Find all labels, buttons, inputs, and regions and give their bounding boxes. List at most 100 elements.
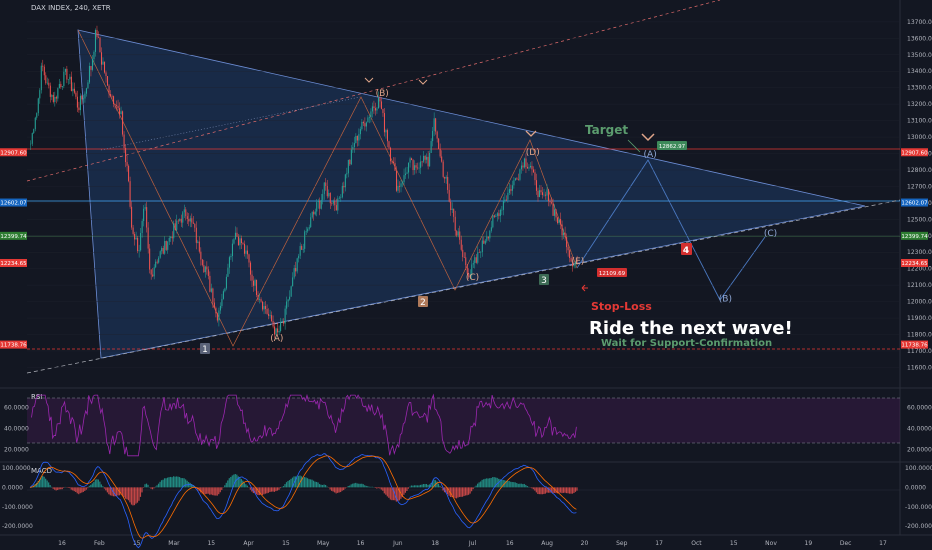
triangle-pattern[interactable] — [77, 29, 866, 359]
macd-hist-bar — [130, 487, 133, 505]
candle-body — [84, 93, 86, 99]
macd-hist-bar — [486, 478, 488, 488]
macd-hist-bar — [180, 478, 182, 488]
macd-hist-bar — [182, 478, 184, 488]
candle-body — [206, 266, 208, 270]
macd-hist-bar — [449, 487, 452, 497]
price-tick-label: 13700.00 — [907, 19, 932, 26]
candle-body — [502, 201, 504, 210]
candle-body — [340, 197, 342, 198]
candle-body — [395, 170, 398, 191]
macd-hist-bar — [367, 486, 369, 488]
candle-body — [52, 94, 54, 102]
candle-body — [263, 306, 265, 310]
macd-hist-bar — [168, 477, 170, 488]
candle-body — [275, 328, 277, 335]
candle-body — [76, 96, 78, 108]
macd-hist-bar — [392, 487, 394, 501]
candle-body — [544, 194, 547, 196]
candle-body — [548, 189, 550, 201]
macd-hist-bar — [474, 486, 476, 488]
candle-body — [334, 200, 336, 206]
candle-body — [305, 231, 307, 232]
macd-hist-bar — [415, 485, 417, 488]
candle-body — [447, 177, 449, 190]
candle-body — [46, 82, 48, 84]
candle-body — [328, 192, 330, 197]
macd-hist-bar — [61, 487, 63, 490]
macd-hist-bar — [337, 487, 339, 493]
candle-body — [343, 185, 345, 188]
upper-channel-line[interactable] — [26, 0, 721, 182]
candle-body — [457, 231, 459, 236]
macd-hist-bar — [54, 487, 56, 490]
candle-body — [165, 240, 167, 250]
rsi-line[interactable] — [31, 393, 577, 457]
macd-hist-bar — [285, 482, 288, 488]
macd-hist-bar — [434, 480, 437, 488]
candle-body — [418, 167, 420, 169]
macd-hist-bar — [347, 485, 349, 488]
macd-hist-bar — [129, 487, 131, 503]
macd-hist-bar — [154, 486, 157, 488]
candle-body — [534, 172, 536, 181]
elliott-wave-path[interactable] — [77, 29, 578, 347]
macd-hist-bar — [218, 487, 220, 495]
candle-body — [551, 202, 553, 204]
macd-hist-bar — [69, 487, 71, 489]
macd-line[interactable] — [29, 453, 577, 549]
candle-body — [284, 308, 286, 324]
wave-count-3: 3 — [541, 276, 547, 286]
macd-hist-bar — [370, 486, 372, 488]
candle-body — [295, 268, 297, 272]
dotted-resistance-line[interactable] — [100, 96, 361, 151]
candle-body — [376, 108, 378, 111]
candle-body — [313, 211, 315, 215]
macd-hist-bar — [97, 479, 99, 488]
candle-body — [245, 250, 247, 254]
macd-hist-bar — [151, 487, 154, 490]
candle-body — [504, 199, 506, 202]
candle-body — [373, 106, 375, 109]
lower-trend-line[interactable] — [26, 199, 901, 374]
candle-body — [200, 251, 202, 260]
candle-body — [189, 218, 191, 222]
macd-hist-bar — [466, 487, 468, 496]
macd-hist-bar — [82, 487, 84, 492]
candle-body — [132, 227, 134, 234]
macd-hist-bar — [547, 487, 549, 493]
time-tick-label: Dec — [840, 540, 852, 547]
macd-hist-bar — [279, 487, 282, 489]
price-tag-box — [0, 148, 27, 157]
candle-body — [460, 239, 462, 250]
candle-body — [573, 264, 575, 267]
macd-hist-bar — [322, 484, 324, 488]
candle-body — [379, 97, 381, 102]
macd-hist-bar — [531, 487, 533, 489]
candle-body — [177, 220, 179, 222]
macd-hist-bar — [213, 487, 215, 496]
time-tick-label: 15 — [730, 540, 738, 547]
price-tag-text: 11738.76 — [901, 343, 928, 349]
macd-hist-bar — [139, 487, 142, 497]
macd-hist-bar — [36, 482, 38, 488]
macd-tick-label: -200.0000 — [905, 523, 932, 530]
price-tag-box — [0, 231, 27, 240]
candle-body — [436, 131, 438, 139]
candle-body — [296, 258, 298, 272]
candle-body — [64, 68, 66, 72]
macd-hist-bar — [237, 476, 239, 488]
macd-hist-bar — [261, 487, 264, 496]
price-tick-label: 12500.00 — [907, 216, 932, 223]
candle-body — [114, 103, 116, 106]
macd-hist-bar — [386, 487, 388, 497]
signal-line[interactable] — [29, 455, 577, 539]
candle-body — [99, 37, 101, 53]
macd-tick-label: 100.0000 — [2, 465, 31, 472]
time-tick-label: Feb — [94, 540, 105, 547]
candle-body — [501, 209, 503, 211]
macd-hist-bar — [567, 487, 569, 494]
candle-body — [475, 257, 477, 263]
